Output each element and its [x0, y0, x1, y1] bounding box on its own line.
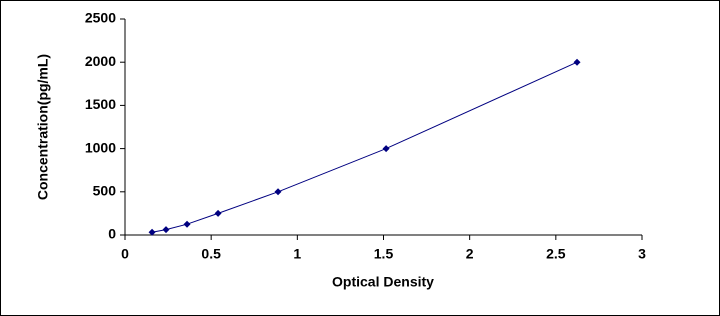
y-tick-label: 1500	[85, 96, 116, 112]
x-tick-label: 1	[293, 246, 301, 262]
x-tick-label: 1.5	[374, 246, 394, 262]
x-tick-label: 2.5	[546, 246, 566, 262]
y-tick-label: 0	[108, 226, 116, 242]
y-tick-label: 2500	[85, 10, 116, 26]
data-point	[183, 220, 191, 228]
data-point	[148, 228, 156, 236]
data-point	[274, 188, 282, 196]
data-point	[573, 58, 581, 66]
x-tick-label: 3	[638, 246, 646, 262]
x-tick-label: 0.5	[201, 246, 221, 262]
data-point	[382, 145, 390, 153]
y-tick-label: 2000	[85, 53, 116, 69]
x-axis-label: Optical Density	[332, 274, 434, 290]
y-tick-label: 1000	[85, 139, 116, 155]
x-tick-label: 0	[121, 246, 129, 262]
y-axis-label: Concentration(pg/mL)	[35, 54, 51, 200]
y-tick-label: 500	[93, 183, 117, 199]
data-point	[162, 226, 170, 234]
x-tick-label: 2	[466, 246, 474, 262]
data-point	[214, 209, 222, 217]
